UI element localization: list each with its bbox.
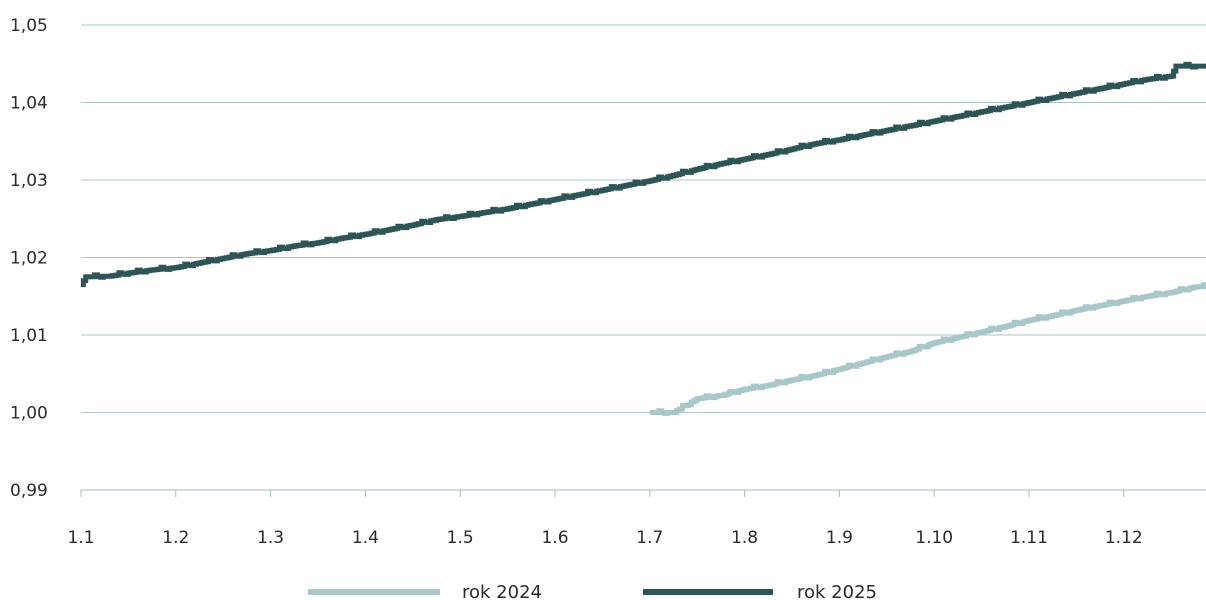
x-tick-label: 1.6 [541, 528, 568, 548]
x-tick-label: 1.3 [257, 528, 284, 548]
y-tick-label: 0,99 [10, 481, 48, 501]
y-tick-label: 1,05 [10, 16, 48, 36]
y-tick-label: 1,01 [10, 326, 48, 346]
x-tick-label: 1.4 [352, 528, 379, 548]
y-tick-label: 1,02 [10, 249, 48, 269]
legend-label: rok 2025 [797, 582, 877, 600]
x-tick-label: 1.7 [636, 528, 663, 548]
legend: rok 2024 rok 2025 [308, 582, 877, 600]
x-tick-label: 1.12 [1105, 528, 1143, 548]
x-tick-label: 1.8 [731, 528, 758, 548]
grid-lines [81, 24, 1206, 491]
plot-area [80, 61, 1206, 416]
y-axis: 0,99 1,00 1,01 1,02 1,03 1,04 1,05 [10, 16, 48, 501]
x-tick-label: 1.1 [67, 528, 94, 548]
x-axis: 1.1 1.2 1.3 1.4 1.5 1.6 1.7 1.8 1.9 1.10 1.11 1.12 [67, 490, 1143, 548]
x-tick-label: 1.2 [162, 528, 189, 548]
legend-label: rok 2024 [462, 582, 542, 600]
x-tick-label: 1.10 [915, 528, 953, 548]
x-tick-label: 1.9 [826, 528, 853, 548]
x-tick-label: 1.11 [1010, 528, 1048, 548]
y-tick-label: 1,03 [10, 171, 48, 191]
series-line-0 [649, 282, 1206, 416]
series-line-1 [80, 61, 1206, 288]
x-tick-label: 1.5 [447, 528, 474, 548]
y-tick-label: 1,00 [10, 404, 48, 424]
y-tick-label: 1,04 [10, 94, 48, 114]
